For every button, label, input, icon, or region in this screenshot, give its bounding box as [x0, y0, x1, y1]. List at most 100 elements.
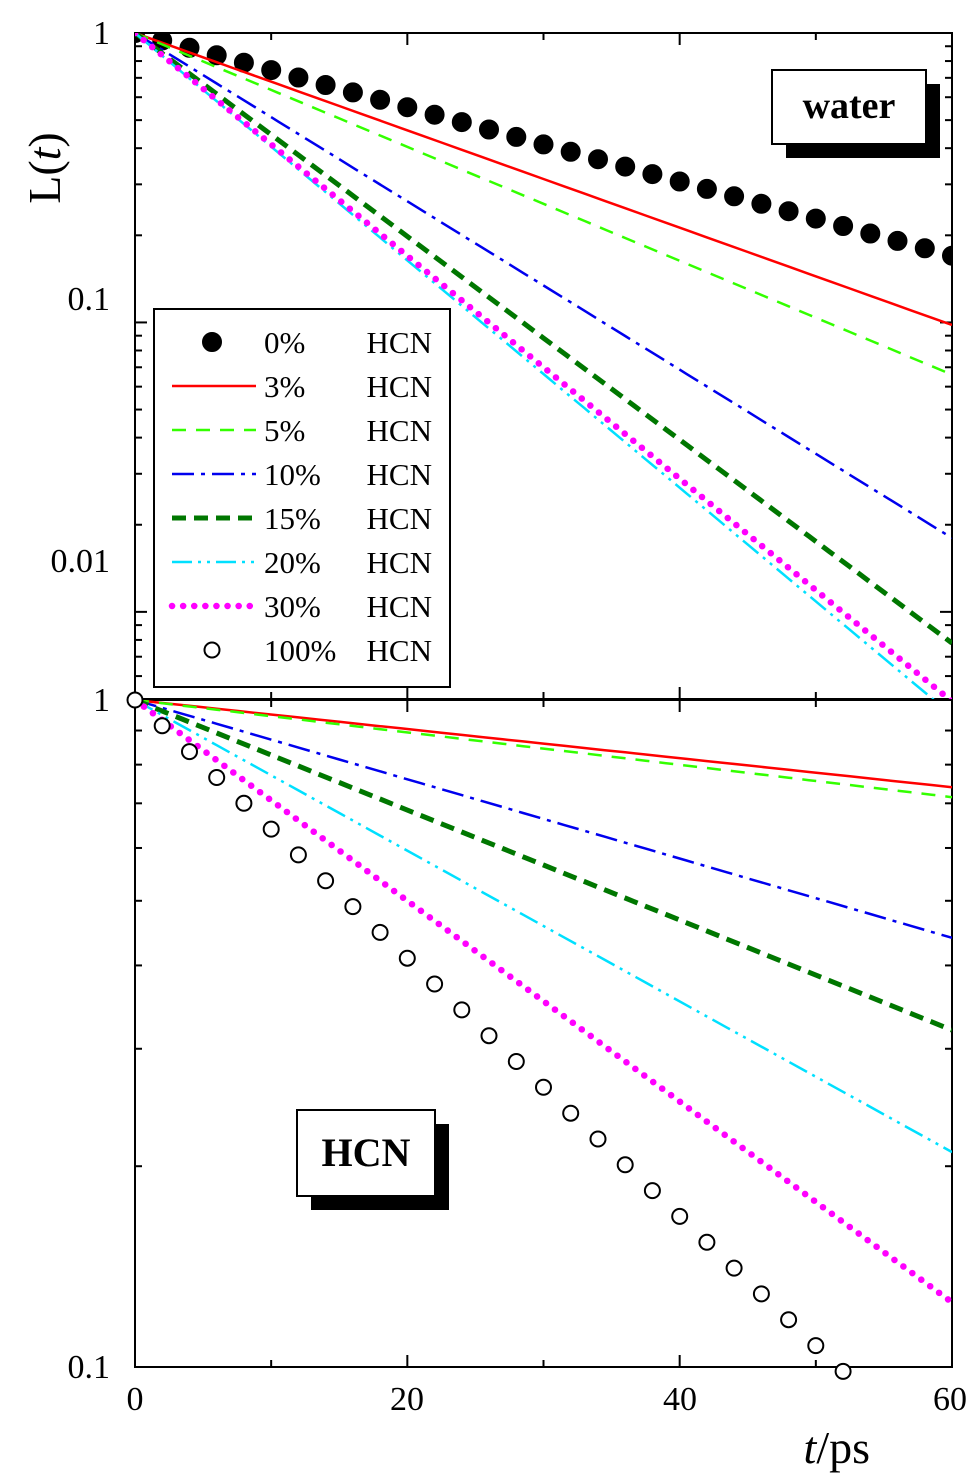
legend-item-20pct-label: HCN — [367, 545, 432, 580]
bottom-y-tick-label-0.1: 0.1 — [68, 1349, 111, 1386]
hcn-marker-layer — [126, 691, 852, 1380]
hcn-series-100pct-point — [153, 717, 171, 735]
legend-item-100pct-name: 100% — [264, 633, 336, 668]
water-series-0pct-point — [805, 208, 826, 229]
water-series-0pct-point — [724, 186, 745, 207]
water-series-0pct-point — [696, 178, 717, 199]
water-series-0pct-point — [751, 193, 772, 214]
water-series-3pct — [135, 33, 952, 327]
hcn-series-100pct-point — [344, 898, 362, 916]
hcn-series-100pct-point — [262, 820, 280, 838]
hcn-series-100pct-point — [235, 794, 253, 812]
legend-item-100pct-label: HCN — [367, 633, 432, 668]
hcn-series-30pct — [135, 700, 952, 1306]
legend-item-10pct: 10% HCN — [172, 457, 432, 492]
water-series-0pct-point — [370, 89, 391, 110]
legend-item-20pct-name: 20% — [264, 545, 321, 580]
water-series-0pct-point — [588, 149, 608, 170]
legend-item-15pct: 15% HCN — [172, 501, 432, 536]
water-series-0pct-point — [451, 112, 472, 133]
legend-item-0pct-swatch — [202, 332, 222, 352]
legend-item-15pct-label: HCN — [367, 501, 432, 536]
water-series-0pct-point — [261, 60, 282, 81]
water-series-0pct-point — [860, 223, 881, 244]
hcn-series-3pct — [135, 700, 952, 789]
hcn-series-100pct-point — [398, 949, 416, 967]
hcn-series-100pct-point — [371, 923, 389, 941]
legend-item-5pct-label: HCN — [367, 413, 432, 448]
hcn-series-100pct-point — [616, 1156, 634, 1174]
x-axis-label: t/ps — [804, 1422, 870, 1473]
legend-item-5pct: 5% HCN — [172, 413, 432, 448]
legend-item-10pct-label: HCN — [367, 457, 432, 492]
hcn-series-10pct — [135, 700, 952, 940]
water-series-10pct — [135, 33, 952, 540]
legend-item-3pct: 3% HCN — [172, 369, 432, 404]
hcn-series-100pct-point — [562, 1104, 580, 1122]
hcn-panel-frame — [134, 699, 953, 1368]
water-series-0pct-point — [506, 126, 527, 147]
water-series-layer — [135, 33, 952, 699]
legend-item-0pct: 0% HCN — [202, 325, 432, 360]
water-panel-label: water — [771, 69, 940, 158]
water-series-15pct — [135, 33, 952, 646]
hcn-series-100pct-point — [589, 1130, 607, 1148]
hcn-series-100pct-point — [317, 872, 335, 890]
hcn-label-text: HCN — [322, 1130, 411, 1175]
water-series-0pct-point — [533, 134, 554, 155]
water-series-30pct — [135, 33, 952, 699]
hcn-series-100pct-point — [535, 1078, 552, 1096]
legend-item-5pct-name: 5% — [264, 413, 305, 448]
legend-item-15pct-name: 15% — [264, 501, 321, 536]
legend-item-3pct-name: 3% — [264, 369, 305, 404]
top-y-tick-label-1: 1 — [93, 15, 110, 52]
legend-item-30pct: 30% HCN — [168, 589, 432, 624]
legend-item-20pct: 20% HCN — [172, 545, 432, 580]
x-tick-label-0: 0 — [127, 1381, 144, 1418]
hcn-series-100pct-point — [507, 1053, 525, 1070]
hcn-series-100pct-point — [208, 769, 226, 786]
hcn-series-100pct-point — [426, 975, 444, 993]
water-series-0pct-point — [615, 156, 636, 177]
hcn-series-100pct-point — [780, 1311, 798, 1329]
top-y-tick-label-0.01: 0.01 — [51, 543, 111, 580]
hcn-series-100pct-point — [698, 1233, 716, 1251]
legend-item-10pct-name: 10% — [264, 457, 321, 492]
water-series-0pct-point — [479, 119, 499, 140]
water-series-0pct-point — [342, 82, 363, 103]
legend-item-3pct-label: HCN — [367, 369, 432, 404]
water-series-0pct-point — [560, 141, 581, 162]
hcn-series-100pct — [126, 691, 852, 1380]
hcn-series-100pct-point — [752, 1285, 770, 1303]
legend-item-30pct-name: 30% — [264, 589, 321, 624]
legend-item-100pct: 100% HCN — [203, 633, 432, 668]
hcn-series-100pct-point — [671, 1207, 689, 1225]
water-series-0pct-point — [833, 216, 854, 236]
hcn-series-100pct-point — [834, 1362, 852, 1380]
legend-item-0pct-name: 0% — [264, 325, 305, 360]
water-series-0pct — [135, 33, 952, 266]
hcn-series-100pct-point — [725, 1259, 743, 1277]
water-series-0pct-point — [315, 75, 336, 95]
top-y-tick-label-0.1: 0.1 — [68, 281, 111, 318]
hcn-series-100pct-point — [289, 846, 307, 864]
legend-item-100pct-swatch — [203, 641, 221, 659]
water-label-text: water — [803, 85, 896, 127]
hcn-series-100pct-point — [126, 691, 144, 709]
water-series-0pct-point — [397, 97, 418, 118]
water-series-0pct-point — [778, 201, 799, 222]
hcn-series-100pct-point — [643, 1182, 661, 1200]
hcn-series-100pct-point — [453, 1001, 471, 1019]
x-tick-label-20: 20 — [390, 1381, 424, 1418]
hcn-series-100pct-point — [480, 1027, 498, 1045]
hcn-series-layer — [135, 700, 952, 1306]
legend-item-0pct-label: HCN — [367, 325, 432, 360]
x-tick-label-40: 40 — [663, 1381, 697, 1418]
water-series-0pct-point — [288, 67, 309, 88]
water-series-0pct-point — [424, 104, 445, 125]
hcn-series-100pct-point — [181, 743, 198, 761]
water-series-0pct-point — [642, 164, 663, 185]
y-axis-label: L(t) — [19, 132, 70, 204]
